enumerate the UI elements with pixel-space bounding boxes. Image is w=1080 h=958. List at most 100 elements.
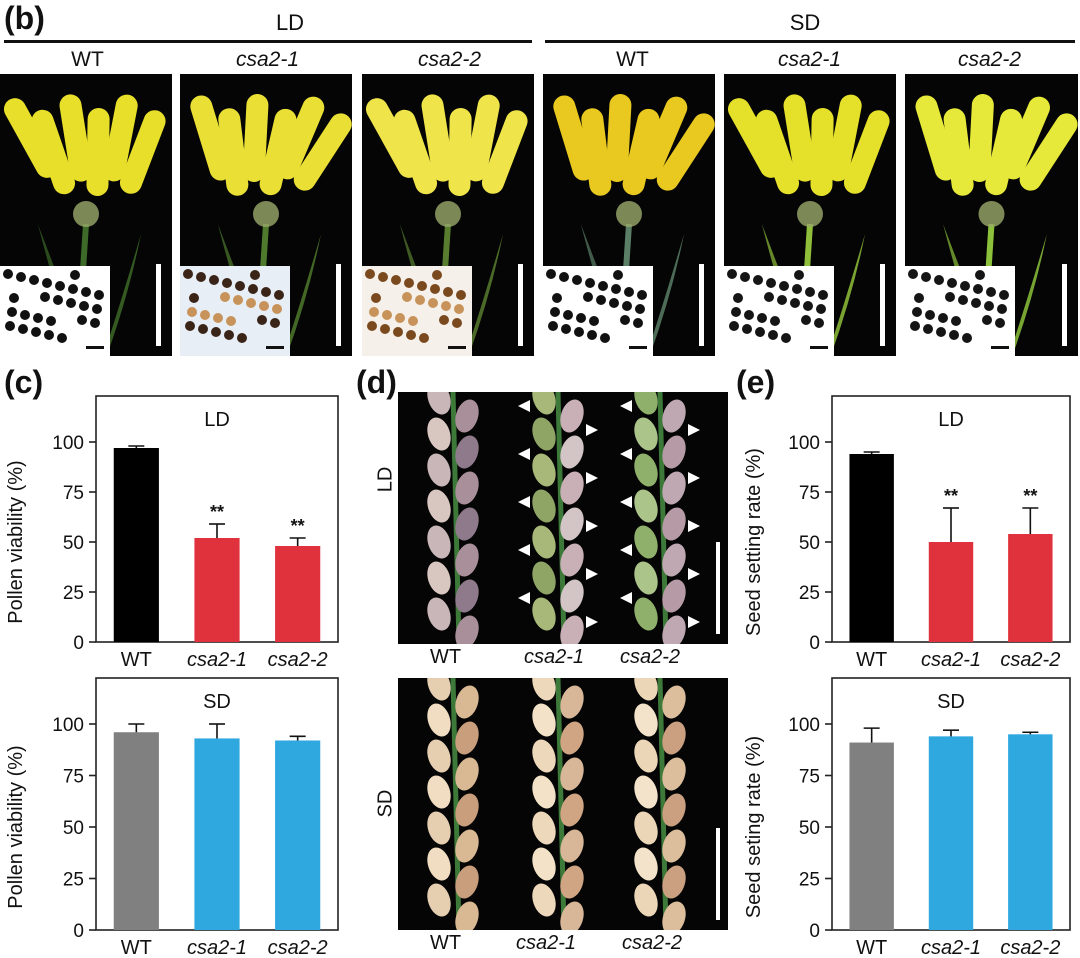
spikelet (455, 793, 479, 827)
pollen-grain (55, 281, 65, 291)
spikelet (560, 435, 584, 469)
spikelet (662, 721, 686, 755)
pollen-grain (367, 321, 377, 331)
x-tick-label: csa2-2 (1000, 649, 1060, 670)
pollen-grain (443, 287, 453, 297)
x-tick-label: WT (856, 649, 887, 670)
spikelet (455, 579, 479, 613)
pollen-grain (452, 318, 462, 328)
pollen-grain (727, 269, 737, 279)
spikelet (560, 721, 584, 755)
y-tick-label: 75 (799, 767, 820, 788)
scale-bar (336, 264, 341, 346)
pollen-grain (430, 284, 440, 294)
spikelet (455, 399, 479, 433)
pollen-grain (635, 304, 645, 314)
spikelet (532, 561, 556, 595)
pollen-grain (402, 292, 412, 302)
anther (810, 108, 834, 196)
spikelet (662, 901, 686, 930)
bar-csa2-1 (194, 538, 240, 642)
pollen-grain (365, 269, 375, 279)
pollen-grain (733, 293, 743, 303)
spikelet (427, 775, 451, 809)
pollen-grain (550, 307, 560, 317)
pollen-grain (620, 315, 630, 325)
pollen-grain (982, 315, 992, 325)
pollen-grain (613, 270, 623, 280)
arrowhead-marker (518, 544, 530, 556)
pollen-grain (803, 301, 813, 311)
pollen-grain (753, 275, 763, 285)
anther (393, 109, 438, 195)
anther (218, 108, 249, 196)
spikelet (662, 865, 686, 899)
pollen-grain (68, 284, 78, 294)
anther (1019, 113, 1078, 191)
pollen-grain (755, 327, 765, 337)
col-head-ld-wt: WT (71, 48, 104, 71)
spikelet (634, 561, 658, 595)
y-tick-label: 75 (63, 483, 84, 504)
pollen-grain (912, 307, 922, 317)
bar-csa2-1 (928, 736, 974, 930)
flower-photo (905, 74, 1078, 356)
pollen-grain (246, 298, 256, 308)
pollen-grain (259, 301, 269, 311)
pollen-grain (456, 290, 466, 300)
spikelet (532, 678, 556, 701)
spikelet (455, 543, 479, 577)
anther (103, 94, 138, 182)
anther (119, 110, 166, 194)
x-tick-label: csa2-1 (921, 649, 981, 670)
spikelet (427, 883, 451, 917)
seed-setting-sd-chart: SD 0 25 50 75 100 Seed seting rate (%) WT csa2-1… (743, 677, 1071, 958)
spikelet (455, 685, 479, 719)
inset-scale-bar (991, 346, 1009, 349)
anther (59, 94, 92, 182)
bar-WT (849, 742, 894, 930)
anther (276, 96, 325, 180)
spikelet (560, 507, 584, 541)
spikelet (427, 489, 451, 523)
anther (259, 108, 297, 196)
pollen-grain (622, 301, 632, 311)
arrowhead-marker (586, 424, 598, 436)
anther (639, 96, 688, 180)
pollen-grain (94, 290, 104, 300)
pollen-grain (792, 284, 802, 294)
spikelet (532, 525, 556, 559)
spikelet (560, 757, 584, 791)
scale-bar (699, 264, 704, 346)
y-tick-label: 0 (73, 633, 84, 654)
pollen-grain (53, 295, 63, 305)
anther (656, 113, 715, 191)
spikelet (427, 417, 451, 451)
pollen-grain (609, 298, 619, 308)
pollen-grain (395, 313, 405, 323)
pollen-grain (548, 321, 558, 331)
spikelet (634, 847, 658, 881)
spikelet (532, 883, 556, 917)
anther (581, 108, 612, 196)
y-tick-label: 0 (809, 921, 820, 942)
pollen-grain (196, 272, 206, 282)
spikelet (532, 775, 556, 809)
pollen-grain (984, 301, 994, 311)
panel-b-sd-label: SD (789, 10, 821, 35)
spikelet (634, 883, 658, 917)
pollen-grain (235, 281, 245, 291)
pollen-grain (805, 287, 815, 297)
x-tick-label: csa2-1 (921, 937, 981, 958)
pollen-grain (57, 333, 67, 343)
pollen-grain (790, 298, 800, 308)
x-tick-label: csa2-2 (268, 649, 328, 670)
spikelet (662, 829, 686, 863)
stigma (978, 201, 1005, 227)
pollen-grain (5, 321, 15, 331)
spikelet (455, 615, 479, 644)
pollen-grain (818, 290, 828, 300)
panel-d-ld-csa2-1-label: csa2-1 (524, 646, 585, 668)
panel-d-sd-row-label: SD (374, 789, 397, 818)
pollen-grain (572, 275, 582, 285)
